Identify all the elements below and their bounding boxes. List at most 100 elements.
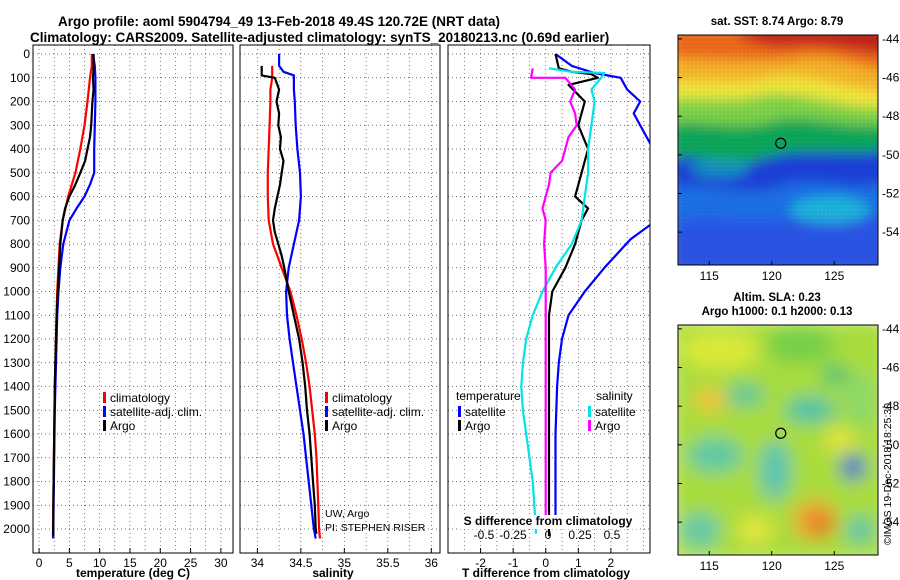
legend-label: Argo (595, 419, 621, 433)
x-tick-label: 35.5 (376, 556, 400, 570)
map-lat-label: -50 (882, 438, 900, 452)
map-lat-label: -52 (882, 476, 900, 490)
map-lat-label: -44 (882, 32, 900, 46)
series-line-temperature-argo (547, 53, 600, 537)
x-tick-label: 0 (542, 556, 549, 570)
series-line-salinity-satellite (520, 67, 606, 534)
legend-swatch (458, 406, 461, 417)
x-tick-label: 30 (214, 556, 228, 570)
salinity-panel: 34 34.5 35 35.5 36 salinity climatologysatel… (239, 44, 441, 580)
temperature-panel: 0100200300400500600700800900100011001200… (3, 44, 234, 580)
figure-title-line2: Climatology: CARS2009. Satellite-adjuste… (30, 30, 609, 45)
difference-panel: -2 -1 0 1 2 T difference from climatology S … (447, 44, 651, 580)
difference-frame (447, 44, 651, 554)
s-tick-label: 0.25 (568, 528, 592, 542)
legend-label: Argo (110, 419, 136, 433)
depth-tick-label: 500 (10, 166, 30, 180)
x-tick-label: 2 (608, 556, 615, 570)
legend-label: Argo (332, 419, 358, 433)
credit-line2: PI: STEPHEN RISER (325, 522, 426, 534)
depth-tick-label: 1700 (3, 451, 30, 465)
series-line-satellite-adj-clim- (52, 53, 97, 539)
salinity-axis-label: salinity (312, 566, 354, 580)
legend-label: climatology (110, 391, 170, 405)
series-line-argo (52, 54, 95, 537)
legend-label: satellite (465, 405, 506, 419)
depth-tick-label: 1200 (3, 332, 30, 346)
x-tick-label: 34 (251, 556, 265, 570)
legend-swatch (458, 420, 461, 431)
depth-tick-label: 1800 (3, 475, 30, 489)
map-lat-label: -48 (882, 109, 900, 123)
sst-map-title: sat. SST: 8.74 Argo: 8.79 (711, 16, 844, 28)
temperature-axis-label: temperature (deg C) (76, 566, 190, 580)
map-lat-label: -50 (882, 148, 900, 162)
series-line-salinity-argo (529, 68, 578, 529)
depth-tick-labels: 0 100 200 300 400 500 600 700 800 900 1000 1100 1200… (3, 47, 30, 536)
map-lat-label: -52 (882, 186, 900, 200)
legend-swatch (588, 406, 591, 417)
depth-tick-label: 400 (10, 142, 30, 156)
sst-argo-position-marker (775, 137, 787, 149)
legend-label: satellite (595, 405, 636, 419)
x-tick-label: -1 (508, 556, 519, 570)
x-tick-label: 15 (123, 556, 137, 570)
depth-tick-label: 200 (10, 95, 30, 109)
sla-map-title-line1: Altim. SLA: 0.23 (733, 292, 821, 304)
x-tick-label: 25 (184, 556, 198, 570)
map-lon-label: 125 (824, 559, 844, 573)
legend-swatch (103, 392, 106, 403)
s-tick-label: -0.5 (474, 528, 495, 542)
series-line-temperature-satellite (554, 53, 650, 529)
legend-label: Argo (465, 419, 491, 433)
map-lat-label: -48 (882, 399, 900, 413)
series-line-satellite-adj-clim- (278, 54, 317, 539)
depth-tick-label: 1500 (3, 403, 30, 417)
figure-title-line1: Argo profile: aoml 5904794_49 13-Feb-201… (58, 14, 500, 29)
x-tick-label: 34.5 (289, 556, 313, 570)
temperature-grid (33, 45, 233, 553)
s-difference-tick-labels: -0.5 -0.25 0 0.25 0.5 (474, 528, 621, 542)
legend-swatch (325, 420, 328, 431)
map-lon-label: 115 (700, 269, 719, 283)
sla-argo-position-marker (775, 427, 787, 439)
credit-line1: UW, Argo (325, 508, 370, 520)
depth-tick-label: 800 (10, 237, 30, 251)
depth-tick-label: 0 (23, 47, 30, 61)
sla-field (678, 325, 878, 555)
legend-swatch (325, 392, 328, 403)
map-lat-label: -46 (882, 71, 900, 85)
x-tick-label: 35 (338, 556, 352, 570)
sla-map: Altim. SLA: 0.23 Argo h1000: 0.1 h2000: … (677, 292, 900, 573)
depth-tick-label: 1400 (3, 380, 30, 394)
depth-tick-label: 100 (10, 71, 30, 85)
map-lon-label: 120 (762, 269, 782, 283)
map-lon-label: 120 (762, 559, 782, 573)
depth-tick-label: 1000 (3, 285, 30, 299)
map-lat-label: -54 (882, 515, 900, 529)
x-tick-label: 10 (93, 556, 107, 570)
depth-tick-label: 1900 (3, 498, 30, 512)
salinity-frame (239, 44, 441, 554)
s-tick-label: -0.25 (499, 528, 527, 542)
x-tick-label: 5 (66, 556, 73, 570)
depth-tick-label: 2000 (3, 522, 30, 536)
depth-tick-label: 1600 (3, 427, 30, 441)
series-line-climatology (266, 65, 322, 539)
x-tick-label: -2 (475, 556, 486, 570)
map-lat-label: -44 (882, 322, 900, 336)
legend-swatch (588, 420, 591, 431)
s-tick-label: 0 (545, 528, 552, 542)
s-axis-label-bg (458, 515, 638, 529)
depth-tick-label: 900 (10, 261, 30, 275)
depth-tick-label: 1300 (3, 356, 30, 370)
x-tick-label: 36 (425, 556, 439, 570)
imos-watermark: ©IMOS 19-Dec-2018 18:25:30 (882, 403, 894, 545)
depth-tick-label: 700 (10, 213, 30, 227)
depth-tick-label: 300 (10, 118, 30, 132)
legend-label: satellite-adj. clim. (332, 405, 424, 419)
x-tick-label: 1 (575, 556, 582, 570)
legend-label: climatology (332, 391, 392, 405)
s-difference-axis-label: S difference from climatology (464, 514, 633, 528)
